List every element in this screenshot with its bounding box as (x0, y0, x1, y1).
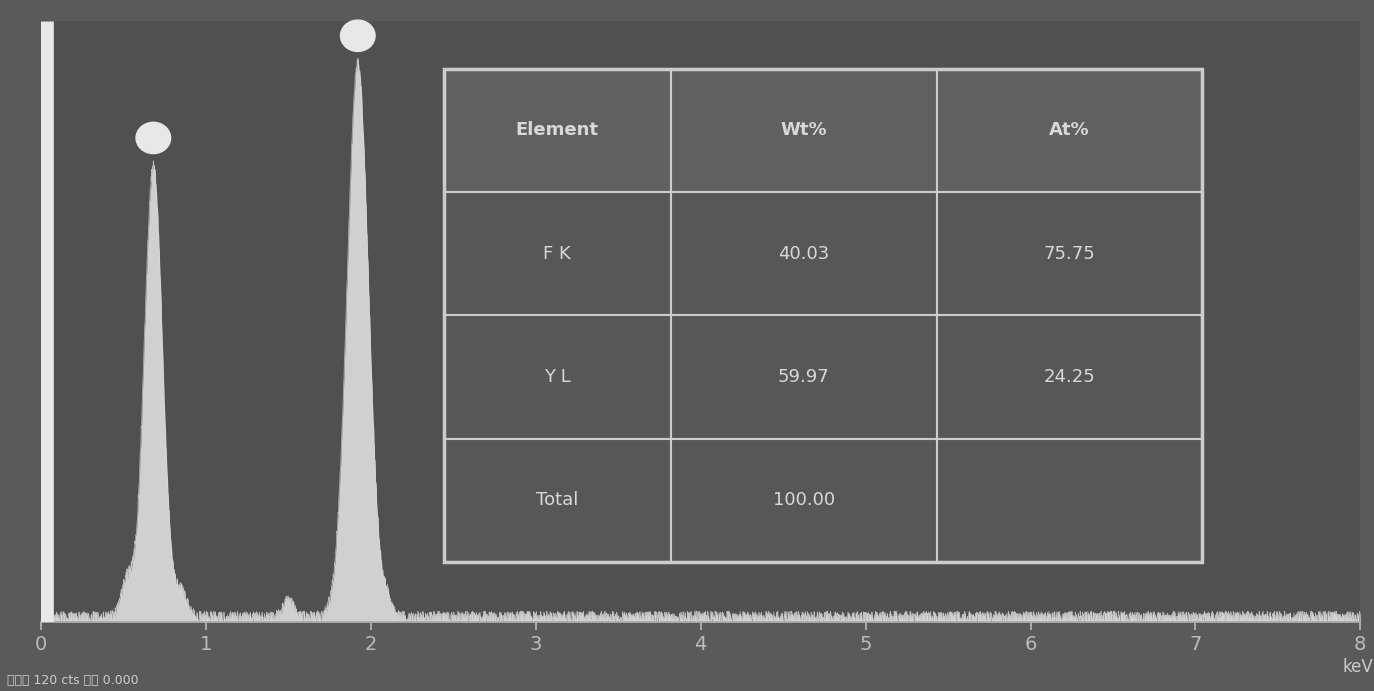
FancyBboxPatch shape (444, 69, 671, 192)
Text: 59.97: 59.97 (778, 368, 830, 386)
FancyBboxPatch shape (937, 439, 1202, 562)
Text: F K: F K (544, 245, 572, 263)
Text: keV: keV (1342, 658, 1374, 676)
Ellipse shape (136, 122, 170, 153)
FancyBboxPatch shape (444, 439, 671, 562)
FancyBboxPatch shape (444, 192, 671, 315)
Text: Wt%: Wt% (780, 122, 827, 140)
FancyBboxPatch shape (671, 69, 937, 192)
Text: 100.00: 100.00 (772, 491, 835, 509)
Text: Y L: Y L (544, 368, 570, 386)
Text: 75.75: 75.75 (1043, 245, 1095, 263)
FancyBboxPatch shape (671, 439, 937, 562)
Text: 40.03: 40.03 (778, 245, 830, 263)
Text: Total: Total (536, 491, 578, 509)
FancyBboxPatch shape (444, 315, 671, 439)
FancyBboxPatch shape (937, 192, 1202, 315)
Text: At%: At% (1048, 122, 1090, 140)
Text: 24.25: 24.25 (1043, 368, 1095, 386)
FancyBboxPatch shape (937, 315, 1202, 439)
FancyBboxPatch shape (937, 69, 1202, 192)
FancyBboxPatch shape (671, 315, 937, 439)
Text: 精度限 120 cts 光标 0.000: 精度限 120 cts 光标 0.000 (7, 674, 139, 687)
Text: Element: Element (515, 122, 599, 140)
Ellipse shape (341, 20, 375, 51)
FancyBboxPatch shape (671, 192, 937, 315)
